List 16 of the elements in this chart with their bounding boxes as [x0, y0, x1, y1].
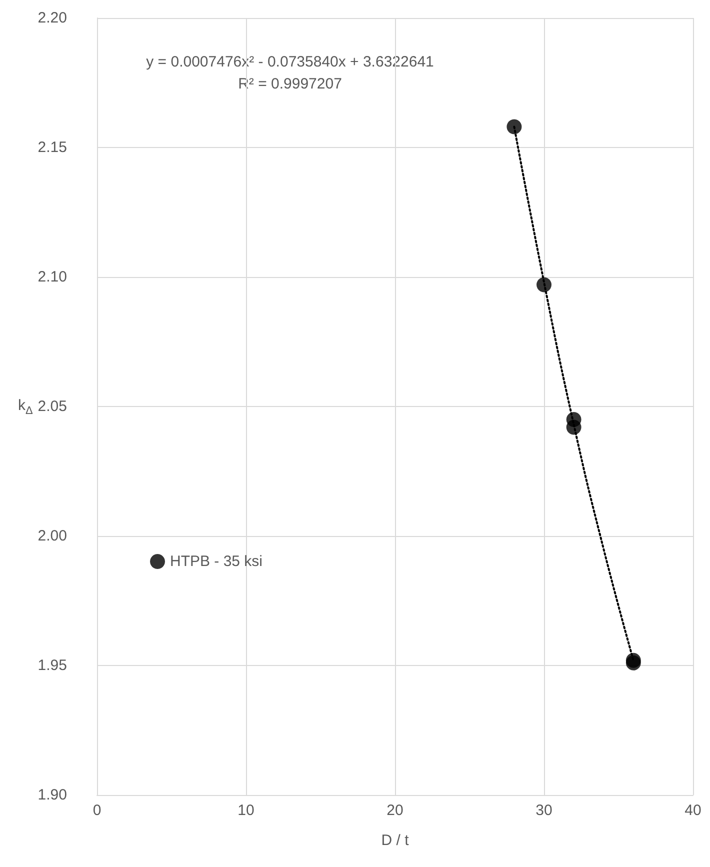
y-tick-label: 2.15	[38, 139, 67, 156]
annotation: y = 0.0007476x² - 0.0735840x + 3.6322641	[146, 54, 434, 70]
y-tick-label: 1.95	[38, 657, 67, 674]
x-tick-label: 0	[92, 802, 102, 819]
y-tick-label: 2.20	[38, 10, 67, 26]
y-axis-title: k$_{Δ}$	[18, 397, 33, 417]
legend-label: HTPB - 35 ksi	[170, 553, 263, 570]
y-tick-label: 2.10	[38, 268, 67, 286]
x-tick-label: 10	[238, 802, 254, 819]
x-tick-label: 40	[684, 802, 702, 819]
x-axis-title: D / t	[381, 832, 410, 849]
y-tick-label: 2.05	[38, 398, 67, 415]
x-tick-label: 30	[536, 802, 552, 819]
y-tick-label: 1.90	[38, 786, 67, 804]
y-tick-label: 2.00	[38, 528, 67, 544]
x-tick-label: 20	[386, 802, 404, 819]
